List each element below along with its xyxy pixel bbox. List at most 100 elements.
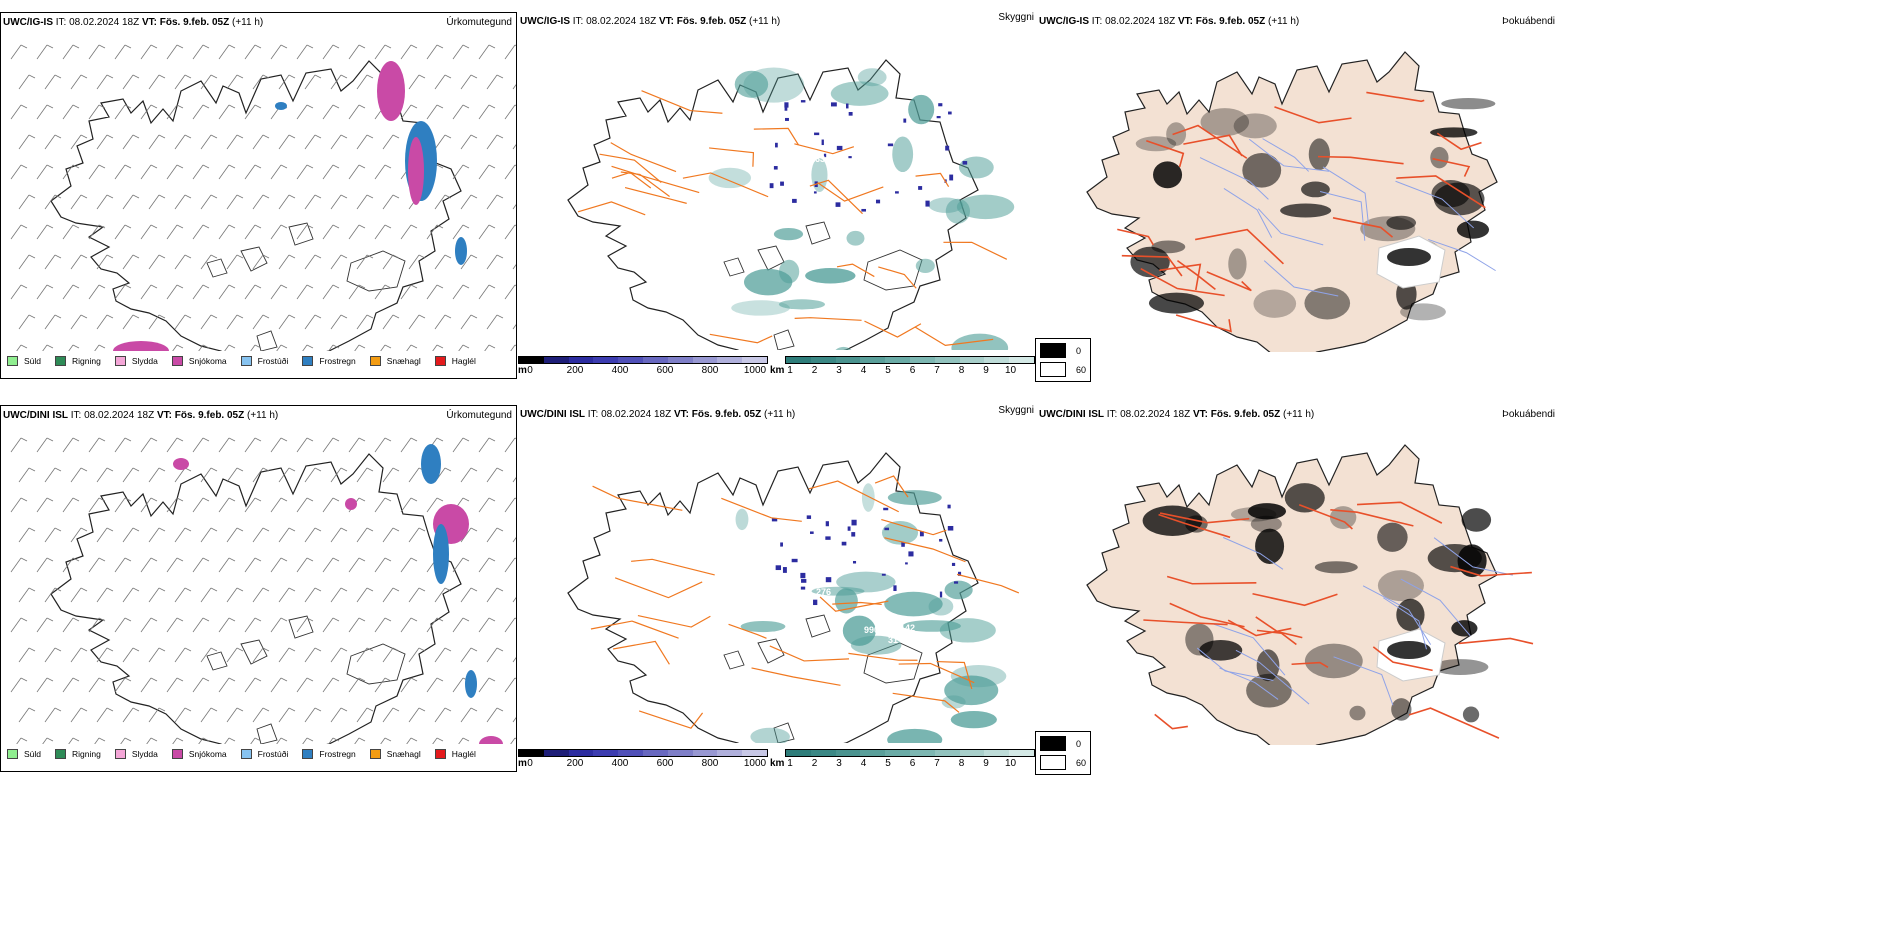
fog-indicator-patch [1462,706,1480,723]
wind-barb [140,284,152,300]
wind-barb-flag [254,44,262,49]
road-line [614,577,703,599]
wind-barb [244,677,256,693]
wind-barb-flag [80,707,88,712]
tick-label: 400 [611,758,629,769]
wind-barb [70,254,82,270]
visibility-panel: UWC/IG-IS IT: 08.02.2024 18Z VT: Fös. 9.… [518,12,1036,379]
legend-item: Rigning [55,356,101,366]
wind-barb [192,557,204,573]
wind-barb [400,284,412,300]
wind-barb-flag [98,557,106,562]
visibility-colorbar [785,749,1035,757]
cloud-ceiling-cell [893,585,897,591]
colorbar-segment [909,750,935,756]
river-line [1433,537,1513,576]
wind-barb [304,527,316,543]
wind-barb-flag [332,224,340,229]
cloud-ceiling-cell [784,107,788,111]
glacier-outline [288,615,314,639]
wind-barb-flag [72,497,80,502]
wind-barb-flag [176,497,184,502]
wind-barb [486,527,498,543]
wind-barb [140,677,152,693]
wind-barb [512,597,516,603]
wind-barb-flag [470,74,478,79]
colorbar-segment [786,750,811,756]
wind-barb-flag [462,164,470,169]
wind-barb [88,104,100,120]
tick-label: 3 [836,758,842,769]
wind-barb-flag [314,467,322,472]
wind-barb [322,617,334,633]
wind-barb-flag [262,467,270,472]
wind-barb [68,344,74,351]
wind-barb [252,467,264,483]
road-line [1291,661,1329,668]
road-line [1396,175,1486,209]
wind-barb [278,527,290,543]
wind-barb-flag [210,194,218,199]
wind-barb-flag [410,557,418,562]
fog-indicator-patch [1247,503,1287,520]
wind-barb-flag [254,104,262,109]
wind-barb-flag [392,314,400,319]
wind-barb-flag [28,134,36,139]
colorbar-segment [810,750,836,756]
wind-barb [18,74,30,90]
cloud-ceiling-cell [780,181,784,186]
wind-barb-flag [228,224,236,229]
wind-barb [166,164,178,180]
wind-barb [10,437,22,453]
cloud-ceiling-cell [835,202,841,207]
wind-barb-flag [488,437,496,442]
wind-barb-flag [158,254,166,259]
wind-barb-flag [262,647,270,652]
wind-barb-flag [228,557,236,562]
low-visibility-area [928,197,964,213]
wind-barb [400,224,412,240]
wind-barb-flag [158,314,166,319]
wind-barb [192,44,204,60]
wind-barb [18,254,30,270]
wind-barb [10,104,22,120]
fog-indicator-patch [1400,303,1446,321]
wind-barb-flag [358,104,366,109]
wind-barb-flag [340,254,348,259]
wind-barb-flag [20,44,28,49]
wind-barb-flag [436,737,444,742]
wind-barb [122,194,134,210]
colorbar-segment [519,357,544,363]
legend-swatch [7,749,18,759]
wind-barb-flag [20,557,28,562]
wind-barb [278,194,290,210]
wind-barb [218,677,230,693]
tick-label: 6 [909,758,916,769]
legend-swatch [369,356,381,366]
legend-swatch [302,356,314,366]
wind-barb [166,437,178,453]
cloud-ceiling-cell [901,542,905,547]
fog-indicator-patch [1301,181,1330,198]
legend-item: Frostúði [240,356,288,366]
wind-barb-flag [150,284,158,289]
glacier-outline [805,614,831,638]
cloud-ceiling-cell [881,573,886,576]
legend-label: Frostregn [319,749,356,759]
wind-barb [478,224,490,240]
wind-barb [296,224,308,240]
road-line [898,662,975,684]
wind-barb-flag [358,437,366,442]
tick-label: 400 [611,365,629,376]
wind-barb-flag [496,647,504,652]
wind-barb-flag [176,617,184,622]
wind-barb [96,194,108,210]
tick-label: 800 [701,758,719,769]
river-line [1248,138,1330,172]
road-line [881,518,947,536]
wind-barb-flag [124,677,132,682]
wind-barb-flag [436,677,444,682]
wind-barb-flag [150,737,158,742]
wind-barb [356,647,368,663]
colorbar-segment [742,357,767,363]
